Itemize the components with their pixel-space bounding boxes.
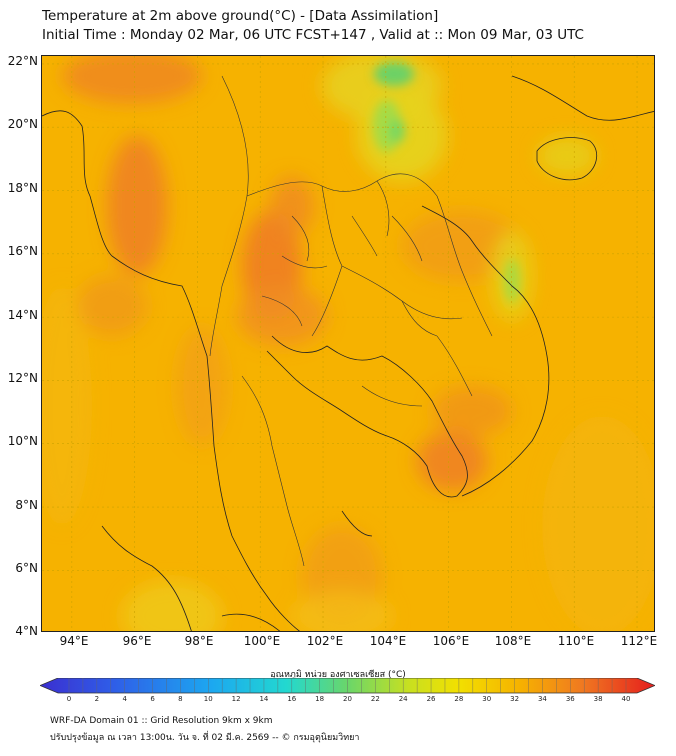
colorbar-label: 10 xyxy=(203,695,213,703)
colorbar-title: อุณหภูมิ หน่วย องศาเซลเซียส (°C) xyxy=(270,670,406,680)
colorbar-label: 20 xyxy=(343,695,352,703)
lat-tick: 18°N xyxy=(7,181,38,195)
coastlines xyxy=(42,75,654,631)
colorbar-label: 4 xyxy=(122,695,127,703)
map-subtitle: Initial Time : Monday 02 Mar, 06 UTC FCS… xyxy=(42,27,584,43)
lat-tick: 4°N xyxy=(15,624,38,638)
colorbar-label: 18 xyxy=(315,695,325,703)
colorbar-label: 16 xyxy=(287,695,297,703)
borders xyxy=(209,75,493,567)
temperature-map xyxy=(41,55,655,632)
lat-tick: 10°N xyxy=(7,434,38,448)
colorbar-label: 32 xyxy=(510,695,520,703)
map-canvas xyxy=(42,56,654,631)
lat-tick: 6°N xyxy=(15,561,38,575)
footer-domain-info: WRF-DA Domain 01 :: Grid Resolution 9km … xyxy=(50,716,273,726)
cold-highlands xyxy=(373,62,520,303)
colorbar-label: 34 xyxy=(537,695,547,703)
lat-tick: 20°N xyxy=(7,117,38,131)
lat-tick: 14°N xyxy=(7,308,38,322)
lat-tick: 22°N xyxy=(7,54,38,68)
colorbar-label: 26 xyxy=(426,695,436,703)
colorbar-label: 8 xyxy=(178,695,183,703)
colorbar-label: 38 xyxy=(593,695,603,703)
lon-tick: 94°E xyxy=(59,634,89,648)
lon-tick: 106°E xyxy=(432,634,470,648)
colorbar-label: 28 xyxy=(454,695,464,703)
lon-tick: 96°E xyxy=(122,634,152,648)
lon-tick: 112°E xyxy=(620,634,658,648)
colorbar-label: 14 xyxy=(259,695,269,703)
footer-update-info: ปรับปรุงข้อมูล ณ เวลา 13:00น. วัน จ. ที่… xyxy=(50,733,360,743)
graticule xyxy=(42,56,654,631)
lon-tick: 102°E xyxy=(306,634,344,648)
temperature-shading xyxy=(42,56,654,631)
colorbar-label: 0 xyxy=(66,695,72,703)
colorbar-label: 2 xyxy=(94,695,100,703)
lat-tick: 16°N xyxy=(7,244,38,258)
colorbar-label: 24 xyxy=(398,695,408,703)
lon-tick: 104°E xyxy=(369,634,407,648)
lat-tick: 8°N xyxy=(15,498,38,512)
colorbar-label: 30 xyxy=(482,695,492,703)
map-title: Temperature at 2m above ground(°C) - [Da… xyxy=(42,8,439,24)
colorbar-label: 12 xyxy=(231,695,241,703)
colorbar-label: 6 xyxy=(150,695,155,703)
lon-tick: 110°E xyxy=(557,634,595,648)
colorbar-label: 22 xyxy=(370,695,380,703)
lon-tick: 108°E xyxy=(494,634,532,648)
colorbar-label: 36 xyxy=(565,695,575,703)
lat-tick: 12°N xyxy=(7,371,38,385)
lon-tick: 100°E xyxy=(243,634,281,648)
lon-tick: 98°E xyxy=(184,634,214,648)
colorbar-label: 40 xyxy=(621,695,631,703)
colorbar xyxy=(40,678,655,694)
